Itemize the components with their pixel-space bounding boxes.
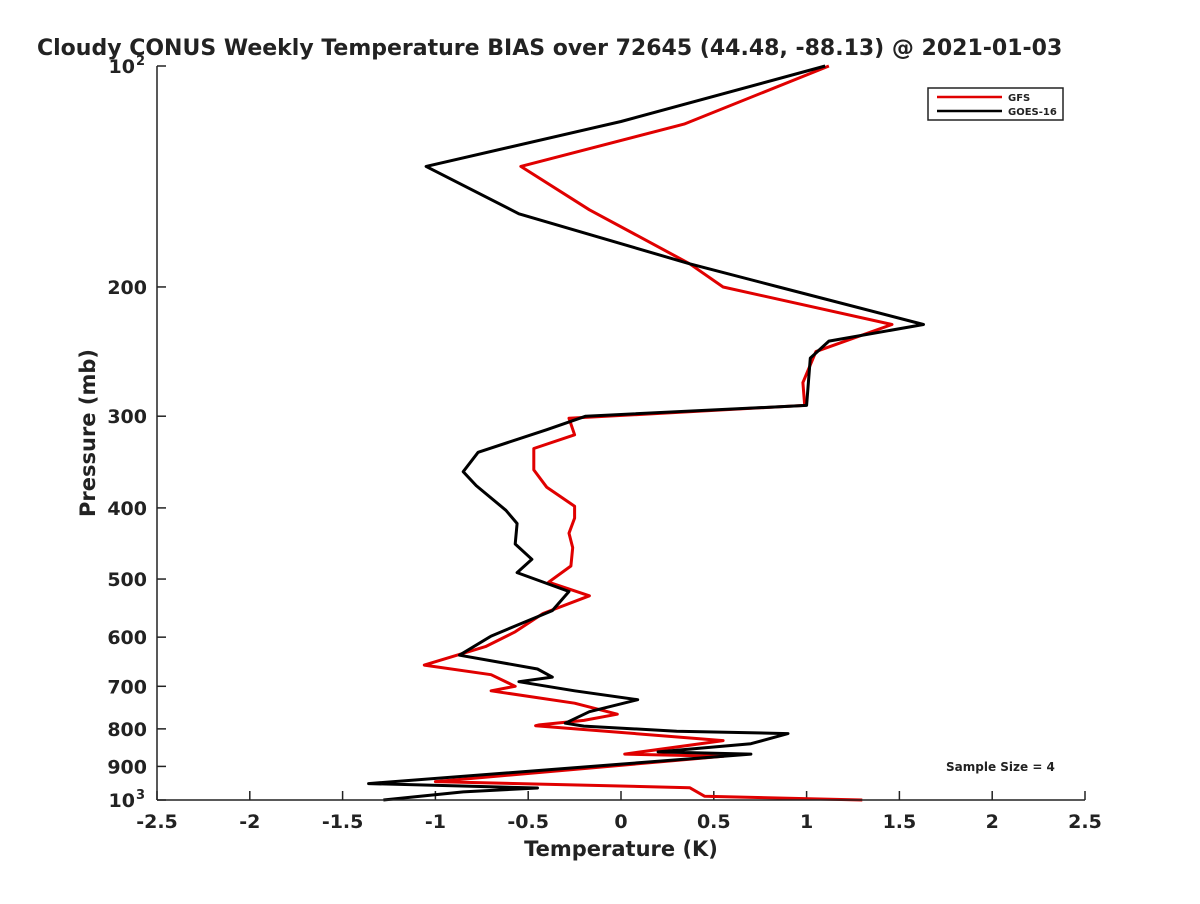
- x-tick-label: 2.5: [1068, 811, 1102, 833]
- y-tick-label: 10: [109, 790, 135, 812]
- y-tick-label: 300: [107, 406, 147, 428]
- series-line-goes16: [367, 64, 925, 802]
- x-tick-label: 2: [986, 811, 999, 833]
- y-tick-label-exponent: 2: [136, 54, 145, 69]
- y-tick-label: 700: [107, 676, 147, 698]
- legend: GFS GOES-16: [927, 87, 1064, 121]
- y-tick-label: 900: [107, 756, 147, 778]
- y-tick-label: 600: [107, 627, 147, 649]
- x-axis-label: Temperature (K): [524, 837, 718, 861]
- x-tick-label: -2.5: [136, 811, 178, 833]
- y-tick-label: 200: [107, 277, 147, 299]
- y-tick-label: 10: [109, 56, 135, 78]
- x-tick-label: -2: [239, 811, 260, 833]
- sample-size-annotation: Sample Size = 4: [946, 760, 1055, 774]
- x-tick-label: 1: [800, 811, 813, 833]
- y-tick-label: 500: [107, 569, 147, 591]
- legend-label-gfs: GFS: [1008, 93, 1030, 104]
- chart-title: Cloudy CONUS Weekly Temperature BIAS ove…: [37, 36, 1062, 61]
- x-tick-label: -0.5: [507, 811, 549, 833]
- y-tick-label-exponent: 3: [136, 788, 145, 803]
- y-tick-label: 800: [107, 719, 147, 741]
- x-tick-label: -1.5: [322, 811, 364, 833]
- x-tick-label: 0.5: [697, 811, 731, 833]
- y-tick-label: 400: [107, 498, 147, 520]
- legend-label-goes16: GOES-16: [1008, 107, 1057, 118]
- x-tick-label: 1.5: [883, 811, 917, 833]
- x-tick-label: -1: [425, 811, 446, 833]
- x-tick-label: 0: [614, 811, 627, 833]
- y-axis-label: Pressure (mb): [76, 349, 100, 517]
- legend-box: [927, 87, 1064, 121]
- series-line-gfs: [422, 64, 894, 802]
